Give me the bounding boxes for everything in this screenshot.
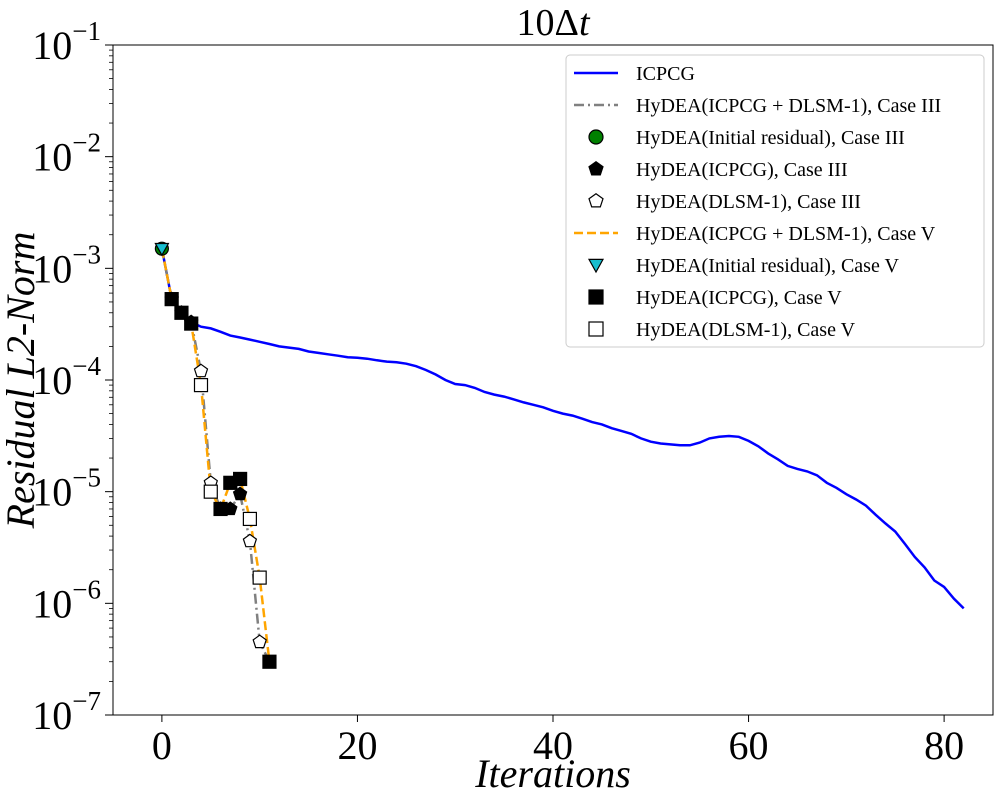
y-tick-label: 10−5 xyxy=(32,463,101,515)
y-axis-label: Residual L2-Norm xyxy=(0,232,43,530)
y-tick-label: 10−6 xyxy=(32,574,101,626)
legend-swatch xyxy=(588,289,604,305)
legend-label: HyDEA(Initial residual), Case III xyxy=(636,127,905,149)
legend-label: HyDEA(DLSM-1), Case V xyxy=(636,319,856,341)
x-axis: 0 20 40 60 80 xyxy=(152,715,964,768)
legend-entry: HyDEA(ICPCG + DLSM-1), Case V xyxy=(574,223,936,245)
legend-entry: HyDEA(Initial residual), Case III xyxy=(588,127,905,149)
data-point xyxy=(184,316,199,331)
data-point xyxy=(242,533,258,548)
legend-swatch xyxy=(588,160,604,176)
legend-entry: HyDEA(ICPCG), Case V xyxy=(588,287,842,309)
legend-label: HyDEA(ICPCG), Case V xyxy=(636,287,842,309)
data-point xyxy=(252,634,267,649)
legend-swatch xyxy=(588,192,604,208)
y-tick-label: 10−4 xyxy=(32,351,101,403)
data-point xyxy=(233,471,248,487)
legend-label: HyDEA(ICPCG + DLSM-1), Case III xyxy=(636,95,941,117)
data-point xyxy=(242,511,257,527)
data-point xyxy=(154,242,170,257)
x-tick-label: 40 xyxy=(533,723,573,768)
legend-label: HyDEA(ICPCG + DLSM-1), Case V xyxy=(636,223,936,245)
legend-label: ICPCG xyxy=(636,63,695,85)
legend-swatch xyxy=(588,129,604,145)
chart-title: 10Δt xyxy=(517,2,591,44)
legend-entry: ICPCG xyxy=(574,63,695,85)
legend-swatch xyxy=(588,321,604,337)
data-point xyxy=(164,292,179,307)
data-point xyxy=(252,570,267,585)
series-line xyxy=(160,248,965,610)
y-minor-ticks xyxy=(109,49,113,682)
y-tick-label: 10−2 xyxy=(32,128,101,180)
data-point xyxy=(232,486,248,501)
legend: ICPCG HyDEA(ICPCG + DLSM-1), Case III HyDE… xyxy=(565,54,985,348)
data-point xyxy=(213,501,228,517)
data-point xyxy=(193,378,209,393)
data-point xyxy=(262,654,277,669)
legend-label: HyDEA(ICPCG), Case III xyxy=(636,159,848,181)
x-tick-label: 80 xyxy=(924,723,964,768)
legend-entry: HyDEA(ICPCG), Case III xyxy=(588,159,848,181)
data-point xyxy=(203,484,218,499)
legend-entry: HyDEA(Initial residual), Case V xyxy=(587,255,899,277)
data-point xyxy=(174,305,189,320)
y-axis: 10−7 10−6 10−5 10−4 10−3 10−2 10−1 xyxy=(32,16,113,738)
legend-label: HyDEA(Initial residual), Case V xyxy=(636,255,899,277)
legend-box xyxy=(565,54,985,348)
legend-entry: HyDEA(DLSM-1), Case V xyxy=(588,319,856,341)
y-tick-label: 10−1 xyxy=(32,16,101,68)
plot-area xyxy=(154,241,965,669)
x-tick-label: 60 xyxy=(729,723,769,768)
data-point xyxy=(193,363,209,378)
x-tick-label: 20 xyxy=(337,723,377,768)
legend-swatch xyxy=(587,258,605,274)
y-tick-label: 10−7 xyxy=(32,686,101,738)
legend-entry: HyDEA(DLSM-1), Case III xyxy=(588,191,861,213)
x-tick-label: 0 xyxy=(152,723,172,768)
y-tick-label: 10−3 xyxy=(32,239,101,291)
legend-label: HyDEA(DLSM-1), Case III xyxy=(636,191,861,213)
legend-entry: HyDEA(ICPCG + DLSM-1), Case III xyxy=(574,95,941,117)
x-axis-label: Iterations xyxy=(474,751,631,796)
